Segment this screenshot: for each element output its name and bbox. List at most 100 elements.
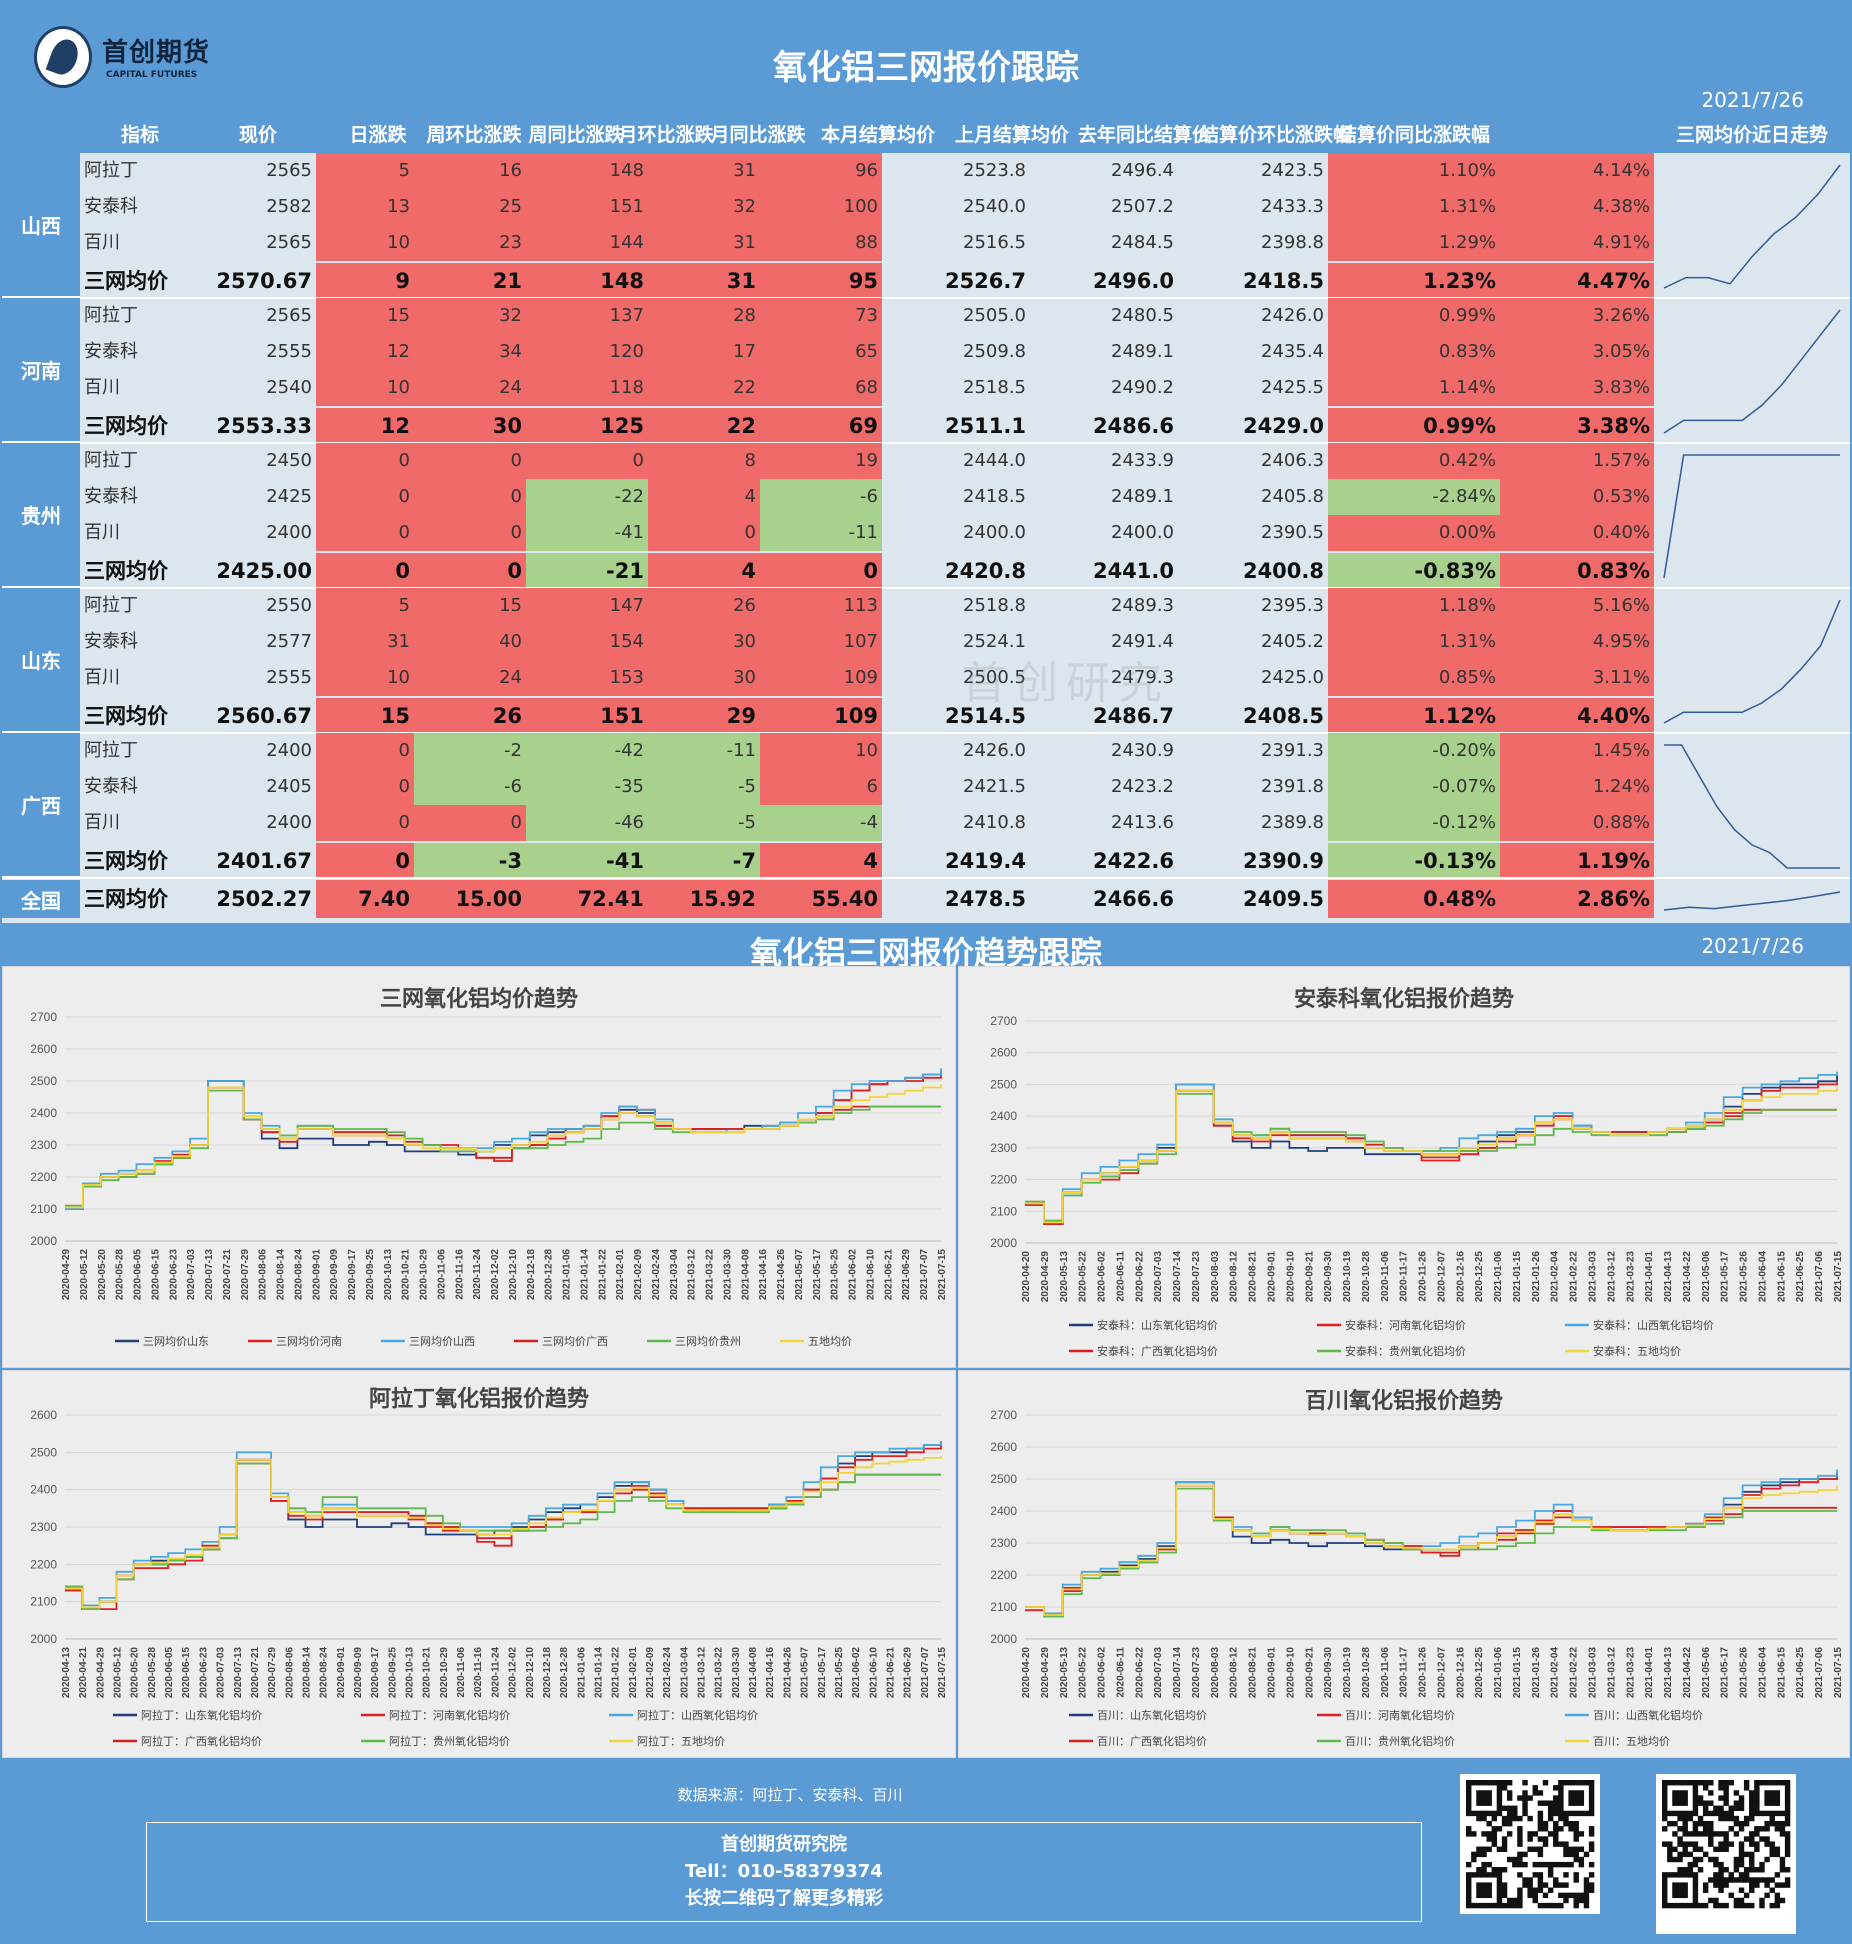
qr-module xyxy=(1583,1877,1590,1883)
x-tick-label: 2020-09-01 xyxy=(1266,1647,1277,1699)
table-cell: 2466.6 xyxy=(1092,887,1174,911)
legend-label: 五地均价 xyxy=(808,1335,852,1348)
qr-module xyxy=(1718,1872,1724,1878)
x-tick-label: 2020-07-03 xyxy=(1153,1647,1164,1699)
qr-module xyxy=(1501,1882,1508,1888)
qr-module xyxy=(1471,1856,1477,1863)
x-tick-label: 2020-08-03 xyxy=(1210,1647,1221,1699)
qr-module xyxy=(1522,1800,1528,1806)
qr-module xyxy=(1733,1877,1740,1883)
qr-module xyxy=(1749,1815,1755,1822)
qr-module xyxy=(1573,1877,1579,1883)
table-cell: 2555 xyxy=(266,667,312,688)
qr-module xyxy=(1466,1780,1472,1786)
qr-module xyxy=(1662,1897,1668,1904)
qr-module xyxy=(1682,1887,1688,1893)
qr-module xyxy=(1547,1800,1554,1806)
x-tick-label: 2020-06-11 xyxy=(1115,1251,1126,1302)
qr-module xyxy=(1573,1902,1579,1909)
table-cell: 2582 xyxy=(266,196,312,217)
table-cell: 1.29% xyxy=(1328,225,1500,261)
qr-module xyxy=(1558,1785,1564,1791)
qr-module xyxy=(1547,1902,1554,1909)
series-2 xyxy=(1024,1469,1838,1615)
qr-module xyxy=(1754,1846,1760,1852)
qr-code-icon[interactable] xyxy=(1460,1774,1600,1914)
table-cell: 2540.0 xyxy=(963,196,1026,217)
qr-module xyxy=(1754,1780,1760,1786)
qr-module xyxy=(1718,1882,1724,1888)
table-cell: 21 xyxy=(414,263,526,299)
x-axis: 2020-04-29 2020-05-12 2020-05-20 2020-05-28… xyxy=(61,1240,948,1301)
table-cell: 2509.8 xyxy=(963,341,1026,362)
table-cell: 2511.1 xyxy=(944,414,1026,438)
qr-module xyxy=(1517,1902,1523,1909)
x-tick-label: 2020-06-02 xyxy=(1097,1647,1108,1699)
x-tick-label: 2020-04-13 xyxy=(61,1647,72,1699)
qr-module xyxy=(1506,1820,1513,1827)
table-cell: 2420.8 xyxy=(944,559,1026,583)
x-tick-label: 2020-09-17 xyxy=(347,1249,358,1301)
table-cell: -5 xyxy=(648,805,760,841)
qr-module xyxy=(1738,1800,1745,1806)
qr-module xyxy=(1682,1820,1688,1827)
legend-item: 阿拉丁：山西氧化铝均价 xyxy=(609,1708,758,1722)
qr-module xyxy=(1784,1851,1791,1858)
table-cell: 137 xyxy=(526,298,648,334)
qr-module xyxy=(1506,1815,1513,1822)
row-separator xyxy=(2,732,1850,734)
qr-module xyxy=(1512,1856,1518,1863)
qr-module xyxy=(1517,1861,1523,1868)
qr-module xyxy=(1583,1810,1590,1817)
qr-module xyxy=(1713,1810,1719,1817)
qr-module xyxy=(1496,1897,1503,1904)
qr-module xyxy=(1662,1902,1668,1909)
qr-module xyxy=(1682,1851,1688,1858)
table-cell: 2400 xyxy=(266,812,312,833)
qr-module xyxy=(1588,1841,1595,1847)
qr-module xyxy=(1506,1805,1513,1812)
qr-module xyxy=(1496,1800,1503,1806)
x-tick-label: 2021-04-26 xyxy=(782,1647,793,1699)
qr-module xyxy=(1764,1826,1770,1832)
qr-module xyxy=(1749,1841,1755,1847)
qr-module xyxy=(1532,1790,1538,1796)
chart-title: 三网氧化铝均价趋势 xyxy=(379,987,578,1012)
qr-module xyxy=(1764,1780,1770,1786)
table-cell: 0 xyxy=(414,515,526,551)
series-line xyxy=(1025,1089,1837,1222)
chart-title: 百川氧化铝报价趋势 xyxy=(1304,1389,1503,1414)
table-cell: 15.92 xyxy=(648,880,760,918)
qr-module xyxy=(1692,1780,1699,1786)
qr-module xyxy=(1728,1826,1734,1832)
table-cell: 0.53% xyxy=(1500,479,1654,515)
legend-label: 安泰科：广西氧化铝均价 xyxy=(1097,1344,1218,1358)
table-cell: 55.40 xyxy=(760,880,882,918)
table-cell: 3.11% xyxy=(1500,660,1654,696)
qr-module xyxy=(1481,1851,1487,1858)
qr-module xyxy=(1481,1831,1487,1837)
qr-module xyxy=(1677,1826,1683,1832)
x-tick-label: 2020-09-30 xyxy=(1323,1251,1334,1303)
qr-module xyxy=(1697,1846,1704,1852)
legend-label: 阿拉丁：山西氧化铝均价 xyxy=(637,1708,758,1722)
row-label: 三网均价 xyxy=(84,559,168,583)
x-tick-label: 2021-07-15 xyxy=(937,1647,948,1699)
table-cell: 1.19% xyxy=(1500,843,1654,879)
qr-module xyxy=(1667,1820,1673,1827)
x-tick-label: 2020-07-03 xyxy=(216,1647,227,1699)
legend-item: 三网均价山东 xyxy=(115,1335,209,1348)
table-cell: 1.24% xyxy=(1500,769,1654,805)
x-tick-label: 2020-09-01 xyxy=(311,1249,322,1301)
qr-module xyxy=(1527,1846,1533,1852)
table-cell: 2570.67 xyxy=(216,269,312,293)
series-5 xyxy=(1024,1484,1838,1616)
qr-module xyxy=(1764,1820,1770,1827)
table-cell: 0 xyxy=(316,769,414,805)
qr-code-icon[interactable] xyxy=(1656,1774,1796,1934)
table-cell: 3.38% xyxy=(1500,408,1654,444)
x-tick-label: 2020-07-03 xyxy=(1153,1251,1164,1303)
x-tick-label: 2021-07-07 xyxy=(919,1249,930,1301)
qr-module xyxy=(1568,1820,1574,1827)
qr-module xyxy=(1558,1826,1564,1832)
